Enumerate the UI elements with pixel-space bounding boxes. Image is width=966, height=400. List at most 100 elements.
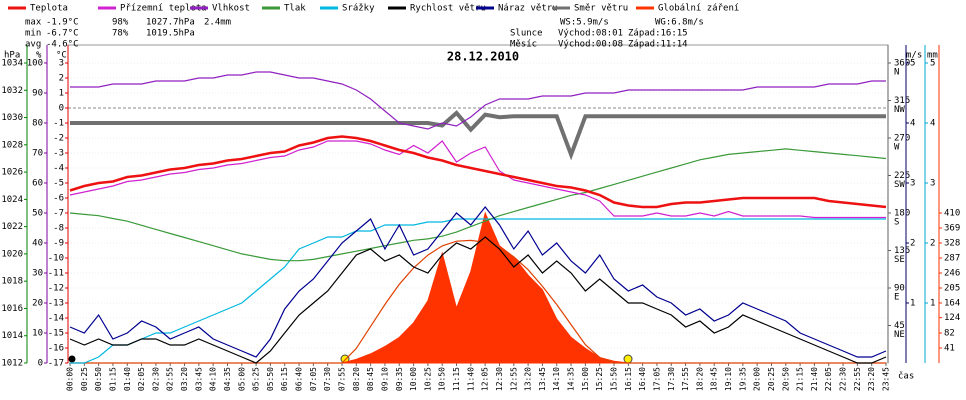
x-tick-label: 12:55 xyxy=(509,367,518,391)
x-tick-label: 19:10 xyxy=(724,367,733,391)
y-tick-label: 0 xyxy=(38,359,43,369)
legend-label: Přízemní teplota xyxy=(120,4,207,14)
y-tick-label: 328 xyxy=(944,239,960,249)
info-text: WS:5.9m/s xyxy=(560,18,609,28)
axis-unit: °C xyxy=(56,51,67,61)
y-tick-label: 50 xyxy=(32,209,43,219)
x-tick-label: 23:20 xyxy=(867,367,876,391)
x-tick-label: 22:30 xyxy=(839,367,848,391)
series-line xyxy=(69,135,887,209)
y-tick-label: 225 xyxy=(894,171,910,181)
stat-text: 2.4mm xyxy=(204,18,231,28)
y-tick-label: 70 xyxy=(32,149,43,159)
y-tick-label: 90 xyxy=(894,284,905,294)
y-tick-label: 3 xyxy=(910,179,915,189)
stat-text: max xyxy=(25,18,42,28)
x-tick-label: 07:30 xyxy=(323,367,332,391)
y-tick-label: -15 xyxy=(48,329,64,339)
x-tick-label: 15:00 xyxy=(581,367,590,391)
x-tick-label: 20:25 xyxy=(767,367,776,391)
x-tick-label: 02:55 xyxy=(166,367,175,391)
series-line xyxy=(70,71,886,130)
x-tick-label: 02:05 xyxy=(137,367,146,391)
stat-text: 1019.5hPa xyxy=(146,29,195,39)
x-tick-label: 01:15 xyxy=(108,367,117,391)
y-tick-label: 1012 xyxy=(1,359,23,369)
legend-label: Vlhkost xyxy=(212,4,250,14)
info-text: Slunce xyxy=(510,29,543,39)
x-tick-label: 04:10 xyxy=(209,367,218,391)
y-tick-label: -8 xyxy=(53,224,64,234)
info-text: Východ:08:01 xyxy=(558,29,623,39)
y-tick-label: 5 xyxy=(910,59,915,69)
y-tick-name: SE xyxy=(894,255,905,265)
x-tick-label: 08:20 xyxy=(352,367,361,391)
stat-text: min xyxy=(25,29,41,39)
stat-text: 78% xyxy=(112,29,129,39)
info-text: Západ:16:15 xyxy=(628,29,688,39)
y-tick-label: 2 xyxy=(930,239,935,249)
y-tick-label: 1032 xyxy=(1,86,23,96)
y-tick-label: 1016 xyxy=(1,304,23,314)
moonrise-marker xyxy=(68,355,76,363)
x-tick-label: 18:20 xyxy=(695,367,704,391)
y-tick-label: 4 xyxy=(930,119,935,129)
x-tick-label: 11:40 xyxy=(466,367,475,391)
y-tick-label: -13 xyxy=(48,299,64,309)
x-tick-label: 00:50 xyxy=(94,367,103,391)
x-tick-label: 06:40 xyxy=(295,367,304,391)
y-tick-label: -16 xyxy=(48,344,64,354)
x-tick-label: 23:45 xyxy=(882,367,891,391)
legend-label: Srážky xyxy=(342,4,375,14)
y-tick-label: -10 xyxy=(48,254,64,264)
x-tick-label: 15:25 xyxy=(595,367,604,391)
x-tick-label: 13:20 xyxy=(524,367,533,391)
stat-text: -6.7°C xyxy=(46,29,79,39)
x-tick-label: 00:00 xyxy=(66,367,75,391)
y-tick-label: -3 xyxy=(53,149,64,159)
y-tick-label: 40 xyxy=(32,239,43,249)
y-tick-label: 1030 xyxy=(1,113,23,123)
y-tick-label: 1026 xyxy=(1,168,23,178)
x-tick-label: 07:05 xyxy=(309,367,318,391)
info-text: Měsíc xyxy=(510,40,537,50)
y-tick-label: -11 xyxy=(48,269,64,279)
x-tick-label: 13:45 xyxy=(538,367,547,391)
x-tick-label: 21:15 xyxy=(796,367,805,391)
y-tick-name: NW xyxy=(894,105,905,115)
y-tick-label: 205 xyxy=(944,284,960,294)
x-tick-label: 15:50 xyxy=(610,367,619,391)
x-tick-label: 17:55 xyxy=(681,367,690,391)
info-text: Východ:00:08 xyxy=(558,40,623,50)
legend-label: Globální záření xyxy=(658,4,739,14)
y-tick-label: 100 xyxy=(27,59,43,69)
y-tick-label: 3 xyxy=(59,59,64,69)
x-tick-label: 05:00 xyxy=(237,367,246,391)
series-line xyxy=(69,236,887,364)
y-tick-label: 1028 xyxy=(1,140,23,150)
stat-text: -1.9°C xyxy=(46,18,79,28)
legend-label: Směr větru xyxy=(574,4,628,14)
y-tick-name: SW xyxy=(894,180,905,190)
y-tick-label: -14 xyxy=(48,314,64,324)
legend-label: Náraz větru xyxy=(498,4,558,14)
x-tick-label: 12:30 xyxy=(495,367,504,391)
chart-title: 28.12.2010 xyxy=(447,50,519,64)
x-tick-label: 16:15 xyxy=(624,367,633,391)
x-tick-label: 17:05 xyxy=(652,367,661,391)
axis-unit: hPa xyxy=(4,51,20,61)
axis-unit: m/s xyxy=(906,51,922,61)
y-tick-label: 1014 xyxy=(1,331,23,341)
x-tick-label: 11:15 xyxy=(452,367,461,391)
y-tick-label: 124 xyxy=(944,313,960,323)
y-tick-label: -5 xyxy=(53,179,64,189)
y-tick-label: 60 xyxy=(32,179,43,189)
series-line xyxy=(69,206,887,358)
y-tick-label: 5 xyxy=(930,59,935,69)
x-tick-label: 12:05 xyxy=(481,367,490,391)
legend-label: Teplota xyxy=(30,4,68,14)
series-line xyxy=(69,140,886,219)
y-tick-label: 1018 xyxy=(1,277,23,287)
y-tick-label: 410 xyxy=(944,209,960,219)
y-tick-label: 1034 xyxy=(1,59,23,69)
